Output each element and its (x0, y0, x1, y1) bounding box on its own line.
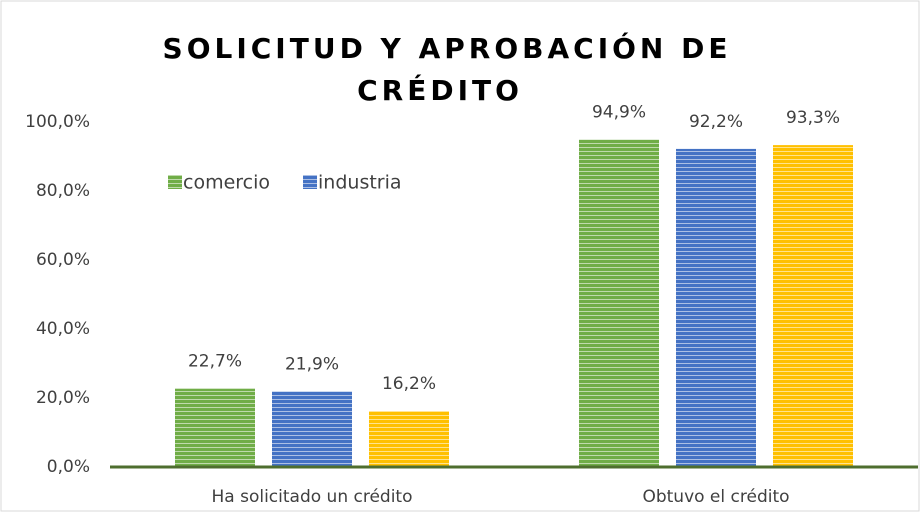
y-tick-label: 100,0% (25, 112, 90, 132)
chart-title: SOLICITUD Y APROBACIÓN DE (163, 31, 732, 65)
bar (676, 148, 756, 467)
data-label: 16,2% (382, 374, 436, 394)
chart-title: CRÉDITO (357, 73, 523, 107)
data-label: 94,9% (592, 103, 646, 123)
legend-label: comercio (183, 172, 270, 194)
data-label: 93,3% (786, 108, 840, 128)
legend-label: industria (318, 172, 402, 194)
y-tick-label: 0,0% (47, 457, 90, 477)
bar (369, 411, 449, 467)
bar (175, 388, 255, 467)
bar (773, 145, 853, 468)
bar (272, 391, 352, 467)
data-label: 21,9% (285, 354, 339, 374)
legend-swatch (168, 175, 182, 189)
y-tick-label: 60,0% (36, 250, 90, 270)
data-label: 92,2% (689, 112, 743, 132)
bar (579, 139, 659, 467)
y-tick-label: 80,0% (36, 181, 90, 201)
y-tick-label: 40,0% (36, 319, 90, 339)
x-tick-label: Ha solicitado un crédito (211, 487, 412, 507)
y-tick-label: 20,0% (36, 388, 90, 408)
legend-swatch (303, 175, 318, 189)
data-label: 22,7% (188, 352, 242, 372)
x-tick-label: Obtuvo el crédito (642, 487, 789, 507)
